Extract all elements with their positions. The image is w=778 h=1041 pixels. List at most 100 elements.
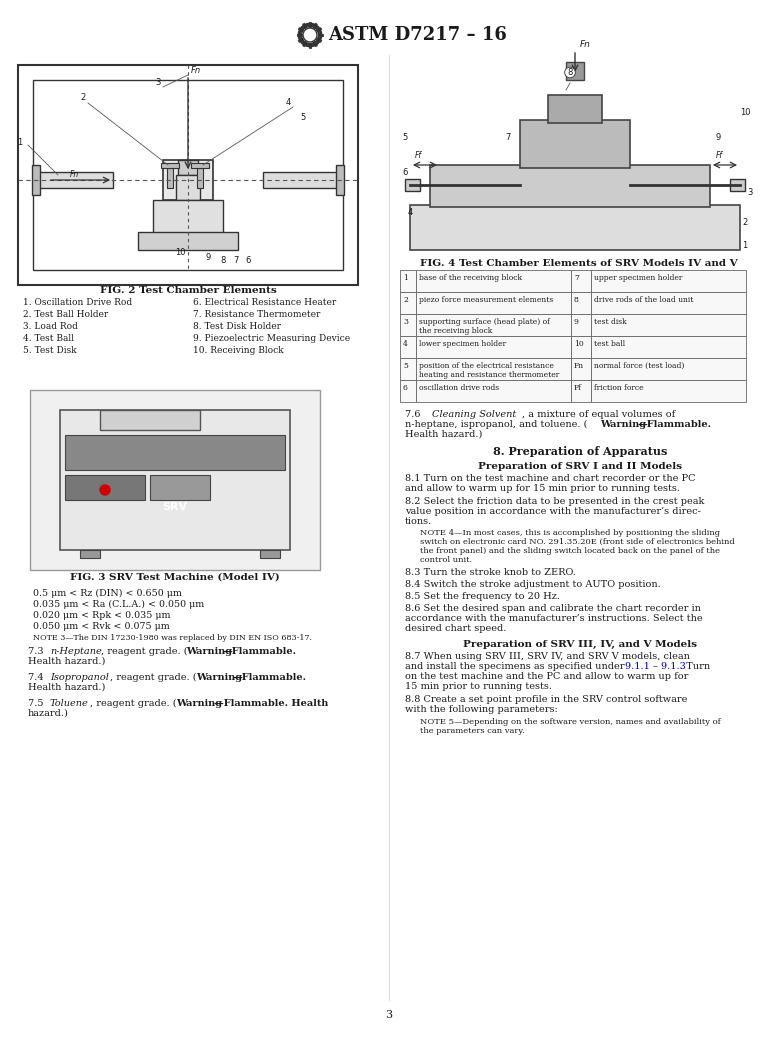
Text: Warning: Warning [186, 648, 232, 656]
Text: test ball: test ball [594, 340, 626, 348]
Text: Ff: Ff [415, 151, 422, 160]
Text: 8.5 Set the frequency to 20 Hz.: 8.5 Set the frequency to 20 Hz. [405, 592, 560, 601]
Text: , reagent grade. (: , reagent grade. ( [90, 699, 177, 708]
Text: 5: 5 [402, 133, 408, 142]
Text: n-heptane, ispropanol, and toluene. (: n-heptane, ispropanol, and toluene. ( [405, 420, 587, 429]
Text: 7: 7 [506, 133, 510, 142]
Text: —Flammable.: —Flammable. [233, 672, 307, 682]
Bar [260, 550, 280, 558]
Bar [571, 380, 591, 402]
Bar [33, 80, 343, 270]
Bar [591, 291, 746, 314]
Text: upper specimen holder: upper specimen holder [594, 274, 682, 282]
Bar [410, 205, 740, 250]
Text: switch on electronic card NO. 291.35.20E (front side of electronics behind: switch on electronic card NO. 291.35.20E… [420, 538, 734, 545]
Text: 8.7 When using SRV III, SRV IV, and SRV V models, clean: 8.7 When using SRV III, SRV IV, and SRV … [405, 652, 690, 661]
Text: 7.3: 7.3 [28, 648, 50, 656]
Text: 3: 3 [403, 318, 408, 326]
Text: 9.1.1 – 9.1.3: 9.1.1 – 9.1.3 [625, 662, 686, 671]
Bar [30, 390, 320, 570]
Text: 0.035 μm < Ra (C.L.A.) < 0.050 μm: 0.035 μm < Ra (C.L.A.) < 0.050 μm [33, 600, 205, 609]
Bar [416, 358, 571, 380]
Text: 7. Resistance Thermometer: 7. Resistance Thermometer [193, 310, 321, 319]
Bar [176, 175, 200, 200]
Text: 9: 9 [574, 318, 579, 326]
Text: , reagent grade. (: , reagent grade. ( [110, 672, 197, 682]
Bar [591, 270, 746, 291]
Text: friction force: friction force [594, 384, 643, 392]
Text: 10: 10 [740, 108, 750, 117]
Bar [571, 270, 591, 291]
Bar [571, 314, 591, 336]
Text: 5. Test Disk: 5. Test Disk [23, 346, 76, 355]
Bar [416, 270, 571, 291]
Text: 8.6 Set the desired span and calibrate the chart recorder in: 8.6 Set the desired span and calibrate t… [405, 604, 701, 613]
Text: —Flammable.: —Flammable. [638, 420, 712, 429]
Bar [591, 336, 746, 358]
Text: Health hazard.): Health hazard.) [28, 683, 105, 692]
Text: 7.4: 7.4 [28, 672, 50, 682]
Text: 7.6: 7.6 [405, 410, 427, 418]
Text: 4: 4 [286, 98, 291, 107]
Bar [566, 62, 584, 80]
Bar [571, 336, 591, 358]
Text: 7.5: 7.5 [28, 699, 50, 708]
Text: drive rods of the load unit: drive rods of the load unit [594, 296, 693, 304]
Text: 4. Test Ball: 4. Test Ball [23, 334, 74, 342]
Text: Ff: Ff [716, 151, 723, 160]
Text: lower specimen holder: lower specimen holder [419, 340, 506, 348]
Bar [150, 475, 210, 500]
Bar [33, 172, 113, 188]
Text: 8.2 Select the friction data to be presented in the crest peak: 8.2 Select the friction data to be prese… [405, 497, 704, 506]
Text: Cleaning Solvent: Cleaning Solvent [432, 410, 517, 418]
Text: base of the receiving block: base of the receiving block [419, 274, 522, 282]
Text: 8.1 Turn on the test machine and chart recorder or the PC: 8.1 Turn on the test machine and chart r… [405, 474, 696, 483]
Text: test disk: test disk [594, 318, 626, 326]
Text: and allow to warm up for 15 min prior to running tests.: and allow to warm up for 15 min prior to… [405, 484, 680, 493]
Bar [65, 435, 285, 469]
Text: 0.020 μm < Rpk < 0.035 μm: 0.020 μm < Rpk < 0.035 μm [33, 611, 170, 620]
Text: Fn: Fn [70, 170, 79, 179]
Bar [167, 168, 173, 188]
Text: —Flammable. Health: —Flammable. Health [214, 699, 328, 708]
Text: 6. Electrical Resistance Heater: 6. Electrical Resistance Heater [193, 298, 336, 307]
Text: normal force (test load): normal force (test load) [594, 362, 685, 370]
Text: 0.5 μm < Rz (DIN) < 0.650 μm: 0.5 μm < Rz (DIN) < 0.650 μm [33, 589, 182, 598]
Text: NOTE 4—In most cases, this is accomplished by positioning the sliding: NOTE 4—In most cases, this is accomplish… [420, 529, 720, 537]
Text: 8.8 Create a set point profile in the SRV control software: 8.8 Create a set point profile in the SR… [405, 695, 688, 704]
Text: control unit.: control unit. [420, 556, 472, 564]
Text: tions.: tions. [405, 517, 433, 526]
Text: 3: 3 [748, 188, 752, 197]
Text: position of the electrical resistance: position of the electrical resistance [419, 362, 554, 370]
Text: 2: 2 [80, 93, 86, 102]
Bar [138, 232, 238, 250]
Text: Preparation of SRV III, IV, and V Models: Preparation of SRV III, IV, and V Models [463, 640, 697, 649]
Bar [400, 358, 416, 380]
Text: on the test machine and the PC and allow to warm up for: on the test machine and the PC and allow… [405, 672, 689, 681]
Text: 3: 3 [156, 78, 161, 87]
Text: 10: 10 [175, 248, 185, 257]
Text: Fn: Fn [574, 362, 584, 370]
Text: the parameters can vary.: the parameters can vary. [420, 727, 524, 735]
Text: 15 min prior to running tests.: 15 min prior to running tests. [405, 682, 552, 691]
Text: NOTE 5—Depending on the software version, names and availability of: NOTE 5—Depending on the software version… [420, 718, 720, 726]
Text: FIG. 3 SRV Test Machine (Model IV): FIG. 3 SRV Test Machine (Model IV) [70, 573, 280, 582]
Text: 7: 7 [233, 256, 239, 265]
Text: 2. Test Ball Holder: 2. Test Ball Holder [23, 310, 108, 319]
Bar [571, 358, 591, 380]
Text: accordance with the manufacturer’s instructions. Select the: accordance with the manufacturer’s instr… [405, 614, 703, 623]
Text: the receiving block: the receiving block [419, 327, 492, 335]
Text: Toluene: Toluene [50, 699, 89, 708]
Text: , a mixture of equal volumes of: , a mixture of equal volumes of [522, 410, 675, 418]
Text: 6: 6 [245, 256, 251, 265]
Bar [416, 380, 571, 402]
Text: Fn: Fn [580, 40, 591, 49]
Bar [591, 314, 746, 336]
Bar [197, 168, 203, 188]
Text: desired chart speed.: desired chart speed. [405, 624, 506, 633]
Text: 7: 7 [574, 274, 579, 282]
Bar [80, 550, 100, 558]
Text: the front panel) and the sliding switch located back on the panel of the: the front panel) and the sliding switch … [420, 547, 720, 555]
Text: FIG. 2 Test Chamber Elements: FIG. 2 Test Chamber Elements [100, 286, 276, 295]
Text: 9: 9 [716, 133, 720, 142]
